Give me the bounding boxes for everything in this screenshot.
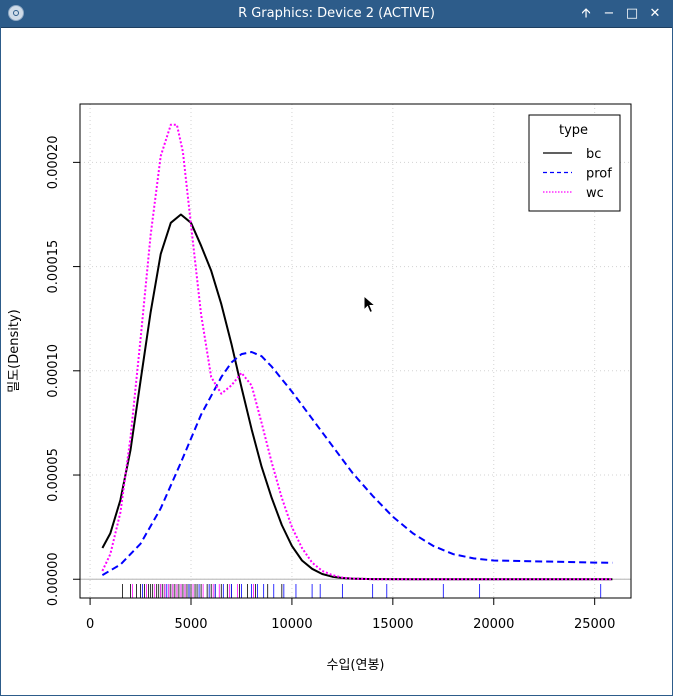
window-titlebar: R Graphics: Device 2 (ACTIVE) 🡩 − □ ✕: [0, 0, 673, 28]
window-title: R Graphics: Device 2 (ACTIVE): [238, 6, 435, 21]
x-axis-label: 수입(연봉): [327, 658, 385, 673]
mouse-pointer-icon: [363, 295, 377, 314]
y-tick-label: 0.00020: [46, 135, 61, 189]
legend-box: [528, 114, 621, 212]
series-line-wc: [101, 123, 613, 581]
density-plot: 0 5000 10000 15000 20000 25000 0.00000 0.00005 0…: [7, 103, 632, 673]
x-tick-label: 0: [86, 617, 94, 632]
keep-above-button[interactable]: 🡩: [581, 6, 591, 21]
y-tick-label: 0.00005: [46, 448, 61, 502]
legend-label-wc: wc: [586, 186, 604, 201]
y-tick-label: 0.00000: [46, 552, 61, 606]
r-app-icon[interactable]: [8, 5, 24, 21]
maximize-button[interactable]: □: [625, 6, 639, 21]
minimize-button[interactable]: −: [603, 6, 615, 21]
y-tick-label: 0.00010: [46, 344, 61, 398]
legend-label-prof: prof: [586, 167, 612, 182]
x-tick-label: 25000: [574, 617, 615, 632]
series-line-bc: [101, 213, 613, 581]
plot-frame: [79, 103, 632, 599]
y-axis-label: 밀도(Density): [7, 309, 22, 393]
y-tick-label: 0.00015: [46, 240, 61, 294]
x-tick-label: 15000: [372, 617, 413, 632]
close-button[interactable]: ✕: [649, 6, 661, 21]
x-tick-label: 5000: [174, 617, 207, 632]
series-line-prof: [101, 351, 613, 576]
legend-label-bc: bc: [586, 147, 601, 162]
x-tick-label: 10000: [271, 617, 312, 632]
x-tick-label: 20000: [473, 617, 514, 632]
legend-title: type: [559, 123, 588, 138]
